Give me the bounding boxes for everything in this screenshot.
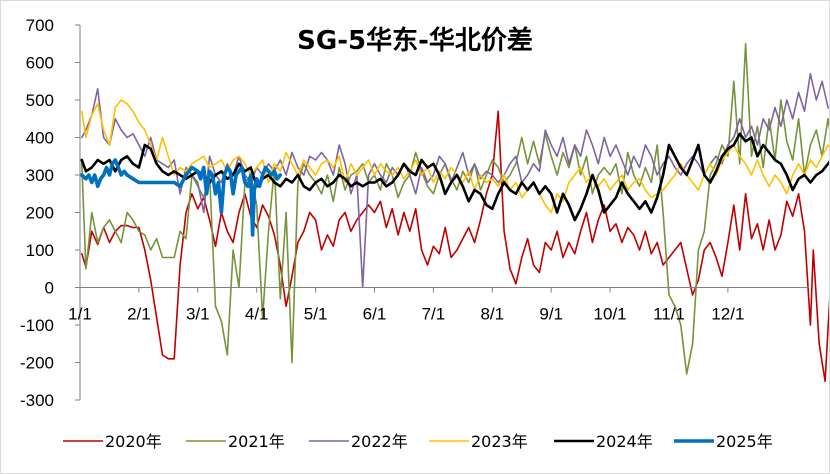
x-tick-labels: 1/1 2/1 3/1 4/1 5/1 6/1 7/1 8/1 9/1 10/1 11/1 12/1 xyxy=(68,305,744,324)
x-tick-label: 4/1 xyxy=(245,305,269,324)
y-tick-label: 700 xyxy=(26,16,54,35)
y-tick-label: 500 xyxy=(26,91,54,110)
legend: 2020年 2021年 2022年 2023年 2024年 2025年 xyxy=(63,432,773,451)
y-tick-labels: 700 600 500 400 300 200 100 0 -100 -200 -300 xyxy=(20,16,54,410)
x-tick-label: 8/1 xyxy=(480,305,504,324)
legend-label: 2023年 xyxy=(471,432,528,451)
series-line-2020年 xyxy=(81,110,829,383)
legend-label: 2021年 xyxy=(228,432,285,451)
x-tick-label: 1/1 xyxy=(68,305,92,324)
y-tick-label: -100 xyxy=(20,316,54,335)
y-tick-label: 300 xyxy=(26,166,54,185)
y-tick-label: -300 xyxy=(20,391,54,410)
y-tick-label: 600 xyxy=(26,54,54,73)
series-line-2025年 xyxy=(80,158,283,237)
legend-label: 2024年 xyxy=(596,432,653,451)
y-tick-label: 400 xyxy=(26,129,54,148)
series-line-2022年 xyxy=(81,73,829,289)
legend-label: 2022年 xyxy=(351,432,408,451)
x-tick-label: 6/1 xyxy=(363,305,387,324)
y-tick-label: 100 xyxy=(26,241,54,260)
x-tick-label: 12/1 xyxy=(711,305,744,324)
x-tick-label: 7/1 xyxy=(422,305,446,324)
x-tick-label: 9/1 xyxy=(539,305,563,324)
y-tick-label: -200 xyxy=(20,354,54,373)
y-tick-label: 0 xyxy=(45,279,54,298)
x-tick-label: 5/1 xyxy=(304,305,328,324)
x-tick-label: 2/1 xyxy=(127,305,151,324)
series-layer xyxy=(80,42,829,383)
chart-title: SG-5华东-华北价差 xyxy=(297,25,533,56)
legend-label: 2020年 xyxy=(105,432,162,451)
axis-layer xyxy=(75,24,809,401)
y-tick-label: 200 xyxy=(26,204,54,223)
x-tick-label: 3/1 xyxy=(186,305,210,324)
x-tick-label: 10/1 xyxy=(594,305,627,324)
series-line-2021年 xyxy=(81,42,829,375)
x-tick-label: 11/1 xyxy=(653,305,685,324)
legend-label: 2025年 xyxy=(716,432,773,451)
